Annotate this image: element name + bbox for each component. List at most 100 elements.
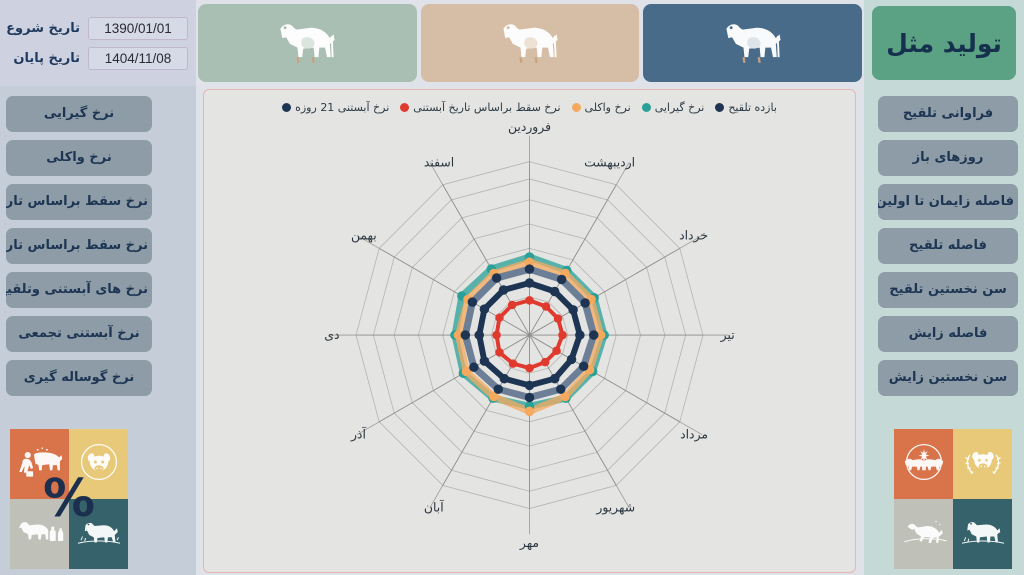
radar-chart-svg: فروردین اردیبهشت خرداد تیر مرداد شهریور مهر آبا…	[324, 119, 736, 551]
radar-data-point	[469, 362, 479, 372]
right-nav-list: فراوانی تلقیح روزهای باز فاصله زایمان تا…	[878, 96, 1018, 396]
legend-item-1[interactable]: نرخ گیرایی	[641, 101, 704, 114]
radar-data-point	[525, 363, 534, 373]
radar-data-point	[495, 348, 504, 357]
radar-data-point	[499, 373, 510, 384]
chart-legend: بازده تلقیح نرخ گیرایی نرخ واکلی نرخ سقط بر…	[204, 96, 855, 118]
radar-data-point	[575, 330, 585, 340]
left-nav-item-4[interactable]: نرخ های آبستنی وتلقیح..	[6, 272, 152, 308]
milking-cow-icon	[17, 444, 63, 484]
left-nav-item-6[interactable]: نرخ گوساله گیری	[6, 360, 152, 396]
cow-icon	[492, 15, 568, 71]
radar-axis-label: اسفند	[424, 154, 454, 169]
left-nav-item-1[interactable]: نرخ واکلی	[6, 140, 152, 176]
radar-data-point	[541, 302, 551, 311]
tile-cow-milk-bottle[interactable]	[10, 499, 69, 569]
tile-grazing-cow[interactable]	[69, 499, 128, 569]
radar-axis-leader	[615, 485, 630, 508]
radar-data-point	[568, 305, 578, 315]
right-nav-item-3[interactable]: فاصله تلقیح	[878, 228, 1018, 264]
start-date-input[interactable]	[88, 16, 188, 40]
radar-data-point	[552, 346, 561, 355]
legend-label: بازده تلقیح	[728, 100, 777, 114]
right-sidebar: تولید مثل فراوانی تلقیح روزهای باز فاصله…	[864, 0, 1024, 575]
radar-data-point	[549, 286, 560, 297]
radar-data-point	[524, 257, 535, 267]
legend-label: نرخ واکلی	[584, 100, 631, 114]
radar-axis-label: دی	[324, 327, 339, 342]
legend-swatch-icon	[715, 102, 725, 112]
radar-axis-label: مرداد	[680, 427, 708, 443]
legend-swatch-icon	[400, 102, 410, 112]
radar-axis-spoke	[442, 184, 530, 336]
right-nav-item-0[interactable]: فراوانی تلقیح	[878, 96, 1018, 132]
radar-axis-label: تیر	[720, 327, 736, 343]
tile-milking[interactable]	[10, 429, 69, 499]
tab-cow-tan[interactable]	[420, 4, 640, 82]
radar-data-point	[540, 357, 550, 367]
end-date-label: تاریخ پایان	[13, 50, 80, 66]
radar-data-point	[489, 391, 499, 402]
tile-two-cows[interactable]	[894, 429, 953, 499]
radar-data-point	[524, 406, 535, 417]
radar-data-point	[555, 384, 566, 394]
radar-data-point	[556, 274, 567, 285]
radar-data-point	[507, 300, 517, 310]
radar-data-point	[467, 297, 478, 307]
legend-item-3[interactable]: نرخ سقط براساس تاریخ آبستنی	[400, 101, 561, 114]
right-nav-item-6[interactable]: سن نخستین زایش	[878, 360, 1018, 396]
radar-axis-spoke	[378, 334, 530, 423]
legend-item-4[interactable]: نرخ آبستنی 21 روزه	[282, 101, 389, 114]
chart-panel: بازده تلقیح نرخ گیرایی نرخ واکلی نرخ سقط بر…	[203, 89, 856, 573]
top-tab-bar	[196, 0, 864, 86]
cow-head-laurel-icon	[960, 441, 1006, 487]
tile-running-cow[interactable]	[894, 499, 953, 569]
right-nav-item-4[interactable]: سن نخستین تلقیح	[878, 272, 1018, 308]
legend-swatch-icon	[282, 102, 292, 112]
radar-data-point	[479, 356, 490, 366]
radar-axis-leader	[429, 162, 444, 185]
radar-data-point	[549, 373, 560, 384]
radar-data-point	[588, 330, 599, 340]
radar-axis-label: آبان	[424, 500, 444, 515]
right-nav-item-1[interactable]: روزهای باز	[878, 140, 1018, 176]
left-nav-item-3[interactable]: نرخ سقط براساس تاریخ..	[6, 228, 152, 264]
right-nav-item-2[interactable]: فاصله زایمان تا اولین...	[878, 184, 1018, 220]
legend-item-2[interactable]: نرخ واکلی	[571, 100, 631, 114]
radar-axis-label: شهریور	[595, 500, 635, 516]
start-date-label: تاریخ شروع	[6, 20, 80, 36]
radar-axis-label: آذر	[350, 427, 366, 443]
tile-standing-cow[interactable]	[953, 499, 1012, 569]
radar-data-point	[491, 273, 502, 283]
radar-data-point	[479, 304, 490, 314]
standing-cow-icon	[959, 514, 1007, 554]
date-filter-panel: تاریخ شروع تاریخ پایان	[0, 0, 196, 86]
radar-data-point	[508, 359, 518, 368]
left-nav-item-0[interactable]: نرخ گیرایی	[6, 96, 152, 132]
start-date-row: تاریخ شروع	[6, 16, 190, 40]
left-nav-list: نرخ گیرایی نرخ واکلی نرخ سقط براساس تاری…	[6, 96, 152, 396]
radar-axis-leader	[356, 235, 380, 249]
left-nav-item-5[interactable]: نرخ آبستنی تجمعی	[6, 316, 152, 352]
tile-cow-head-badge[interactable]	[69, 429, 128, 499]
radar-chart: فروردین اردیبهشت خرداد تیر مرداد شهریور مهر آبا…	[204, 114, 855, 572]
tile-cow-laurel[interactable]	[953, 429, 1012, 499]
legend-label: نرخ آبستنی 21 روزه	[295, 100, 390, 114]
end-date-input[interactable]	[88, 46, 188, 70]
grazing-cow-icon	[75, 514, 123, 554]
radar-axis-spoke	[378, 247, 530, 336]
radar-data-point	[524, 264, 535, 274]
page-title[interactable]: تولید مثل	[872, 6, 1016, 80]
tab-cow-sage[interactable]	[197, 4, 417, 82]
right-nav-item-5[interactable]: فاصله زایش	[878, 316, 1018, 352]
left-nav-item-2[interactable]: نرخ سقط براساس تاریخ..	[6, 184, 152, 220]
legend-item-0[interactable]: بازده تلقیح	[715, 101, 777, 114]
radar-data-point	[453, 330, 464, 340]
cow-icon	[715, 15, 791, 71]
radar-data-point	[578, 361, 589, 372]
tab-cow-blue[interactable]	[643, 4, 862, 82]
radar-axis-label: بهمن	[351, 227, 377, 243]
radar-data-point	[566, 354, 577, 365]
radar-axis-leader	[679, 421, 703, 436]
radar-axis-label: مهر	[519, 535, 539, 551]
